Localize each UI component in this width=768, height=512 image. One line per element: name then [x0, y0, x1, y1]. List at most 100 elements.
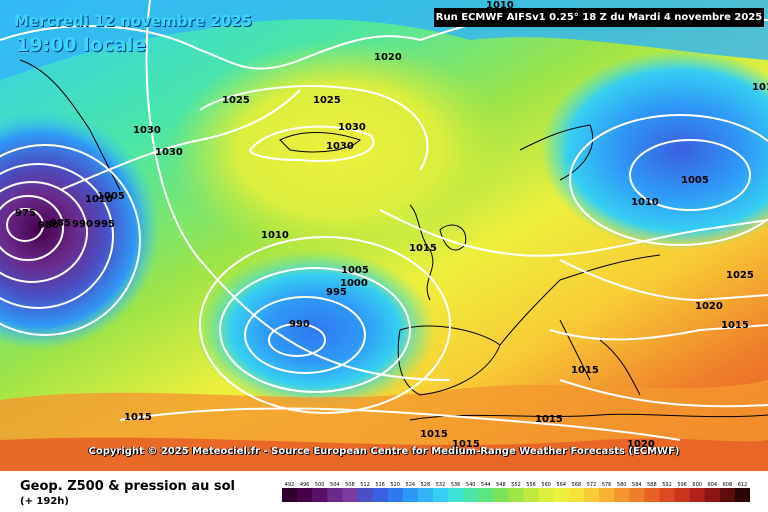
forecast-lead-time: (+ 192h) — [20, 496, 69, 507]
legend-swatch — [659, 488, 675, 502]
legend-swatch — [508, 488, 525, 502]
legend-value-label: 592 — [662, 482, 672, 488]
legend-swatch — [614, 488, 630, 502]
footer-bar: Geop. Z500 & pression au sol (+ 192h) 49… — [0, 471, 768, 512]
isobar-label: 1020 — [695, 301, 723, 312]
legend-value-label: 528 — [421, 482, 431, 488]
legend-value-label: 600 — [692, 482, 702, 488]
map-canvas: 1010 1015 1020 1025 1025 1030 1030 1030 … — [0, 0, 768, 471]
legend-swatch — [327, 488, 343, 502]
legend-swatch — [734, 488, 750, 502]
legend-value-label: 612 — [738, 482, 748, 488]
color-scale-legend: 492 496 500 504 508 512 516 520 524 528 532 536 540 5… — [282, 482, 750, 502]
legend-swatch — [568, 488, 585, 502]
legend-swatch — [644, 488, 660, 502]
legend-value-label: 516 — [375, 482, 385, 488]
isobar-label: 1015 — [452, 439, 480, 450]
isobar-label: 1030 — [338, 122, 366, 133]
legend-swatch — [523, 488, 540, 502]
isobar-label: 1015 — [124, 412, 152, 423]
isobar-label: 1015 — [571, 365, 599, 376]
legend-swatch — [478, 488, 494, 502]
legend-value-label: 520 — [390, 482, 400, 488]
legend-swatch — [674, 488, 691, 502]
legend-swatch — [342, 488, 358, 502]
legend-value-label: 524 — [406, 482, 416, 488]
legend-value-label: 548 — [496, 482, 506, 488]
legend-value-label: 580 — [617, 482, 627, 488]
legend-value-label: 500 — [315, 482, 325, 488]
run-info-banner: Run ECMWF AIFSv1 0.25° 18 Z du Mardi 4 n… — [434, 8, 764, 27]
legend-swatch — [357, 488, 374, 502]
isobar-label: 1015 — [409, 243, 437, 254]
legend-swatch — [402, 488, 419, 502]
isobar-label: 1020 — [627, 439, 655, 450]
isobar-label: 990 — [289, 319, 310, 330]
isobar-label: 1020 — [374, 52, 402, 63]
isobar-label: 1015 — [535, 414, 563, 425]
legend-value-label: 512 — [360, 482, 370, 488]
z500-hot-south — [0, 437, 768, 471]
legend-value-label: 596 — [677, 482, 687, 488]
isobar-labels: 1010 1015 1020 1025 1025 1030 1030 1030 … — [15, 0, 768, 450]
forecast-local-time: 19:00 locale — [16, 34, 147, 56]
forecast-map: 1010 1015 1020 1025 1025 1030 1030 1030 … — [0, 0, 768, 471]
z500-low-east — [540, 50, 768, 250]
isobar-label: 1025 — [222, 95, 250, 106]
isobar-label: 990 — [72, 219, 93, 230]
legend-swatch — [553, 488, 570, 502]
isobar-label: 1010 — [752, 82, 768, 93]
legend-value-label: 584 — [632, 482, 642, 488]
legend-value-label: 536 — [451, 482, 461, 488]
legend-swatch — [629, 488, 645, 502]
isobar-label: 1005 — [341, 265, 369, 276]
legend-swatch — [433, 488, 449, 502]
z500-ridge — [170, 40, 510, 260]
legend-swatch — [689, 488, 706, 502]
z500-low-atlantic — [195, 250, 435, 410]
isobar-label: 980 — [38, 220, 59, 231]
legend-value-label: 560 — [541, 482, 551, 488]
isobar-label: 1000 — [340, 278, 368, 289]
isobar-label: 1010 — [85, 194, 113, 205]
legend-value-label: 572 — [587, 482, 597, 488]
isobar-label: 1030 — [155, 147, 183, 158]
isobar-label: 1010 — [631, 197, 659, 208]
isobar-label: 1005 — [681, 175, 709, 186]
legend-swatch — [448, 488, 464, 502]
isobar-label: 1025 — [726, 270, 754, 281]
legend-swatch — [417, 488, 434, 502]
legend-swatch — [463, 488, 479, 502]
legend-swatch — [719, 488, 736, 502]
isobar-label: 1015 — [721, 320, 749, 331]
legend-value-label: 604 — [708, 482, 718, 488]
isobar-label: 1030 — [326, 141, 354, 152]
legend-swatch — [704, 488, 721, 502]
legend-value-label: 556 — [526, 482, 536, 488]
legend-value-label: 568 — [572, 482, 582, 488]
legend-value-label: 508 — [345, 482, 355, 488]
legend-value-label: 552 — [511, 482, 521, 488]
legend-value-label: 540 — [466, 482, 476, 488]
legend-value-label: 588 — [647, 482, 657, 488]
legend-value-label: 496 — [300, 482, 310, 488]
isobar-label: 1010 — [261, 230, 289, 241]
forecast-date: Mercredi 12 novembre 2025 — [14, 12, 253, 30]
isobar-label: 975 — [15, 208, 36, 219]
isobar-label: 1010 — [486, 0, 514, 11]
legend-value-label: 544 — [481, 482, 491, 488]
legend-value-label: 576 — [602, 482, 612, 488]
isobar-label: 1005 — [97, 191, 125, 202]
z500-low-west — [0, 110, 160, 350]
isobar-label: 1025 — [313, 95, 341, 106]
legend-swatch — [493, 488, 509, 502]
legend-swatch — [372, 488, 389, 502]
legend-value-label: 564 — [557, 482, 567, 488]
copyright-notice: Copyright © 2025 Meteociel.fr - Source E… — [88, 446, 680, 457]
legend-swatch — [583, 488, 600, 502]
isobar-label: 1015 — [420, 429, 448, 440]
legend-swatch — [312, 488, 328, 502]
isobar-label: 1030 — [133, 125, 161, 136]
isobar-label: 995 — [94, 219, 115, 230]
